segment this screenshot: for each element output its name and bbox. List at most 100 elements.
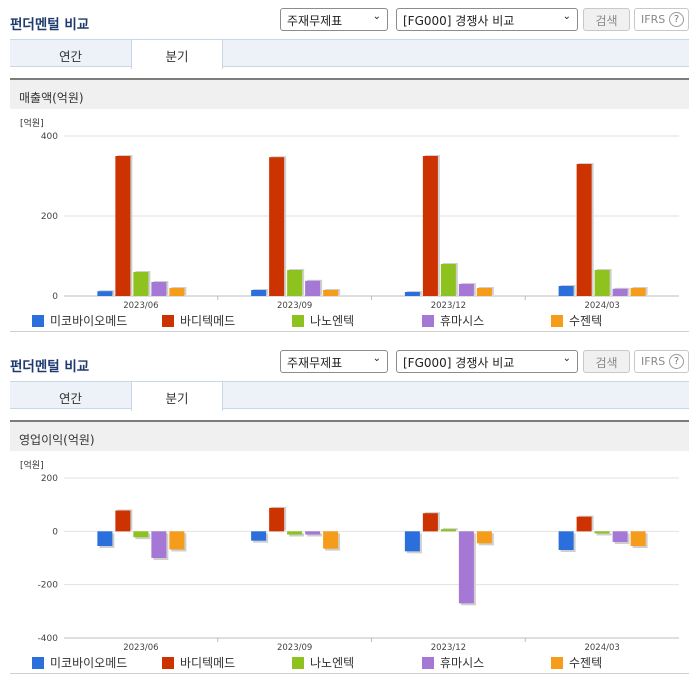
y-tick-label: 400: [41, 132, 58, 142]
legend-swatch: [551, 315, 563, 327]
bar[interactable]: [269, 157, 285, 296]
chevron-down-icon: ⌄: [562, 11, 571, 22]
ifrs-button[interactable]: IFRS?: [634, 350, 689, 373]
legend-item[interactable]: 수젠텍: [551, 312, 602, 329]
legend-label: 바디텍메드: [180, 314, 236, 328]
panel-title: 펀더멘털 비교: [10, 17, 90, 33]
legend-item[interactable]: 미코바이오메드: [32, 654, 127, 671]
legend-swatch: [162, 657, 174, 669]
legend-item[interactable]: 휴마시스: [422, 312, 484, 329]
bar[interactable]: [169, 288, 185, 296]
bar[interactable]: [305, 280, 321, 296]
y-unit-label: [억원]: [20, 117, 44, 129]
bar[interactable]: [323, 531, 339, 549]
bar[interactable]: [151, 282, 167, 296]
tab-quarterly[interactable]: 분기: [131, 382, 223, 411]
chevron-down-icon: ⌄: [562, 353, 571, 364]
x-tick-label: 2023/09: [277, 301, 312, 311]
y-tick-label: 0: [52, 527, 58, 537]
chart-title: 영업이익(억원): [10, 420, 689, 451]
statement-type-select[interactable]: 주재무제표 ⌄: [280, 8, 388, 31]
bar[interactable]: [630, 288, 646, 296]
legend-item[interactable]: 나노엔텍: [292, 312, 354, 329]
y-unit-label: [억원]: [20, 459, 44, 471]
tab-quarterly[interactable]: 분기: [131, 40, 223, 69]
bar[interactable]: [576, 516, 592, 532]
bar[interactable]: [323, 290, 339, 296]
bar[interactable]: [458, 531, 474, 604]
legend-item[interactable]: 바디텍메드: [162, 312, 235, 329]
comparison-select[interactable]: [FG000] 경쟁사 비교 ⌄: [396, 350, 578, 373]
bar[interactable]: [97, 291, 113, 296]
bar[interactable]: [458, 284, 474, 296]
bar[interactable]: [97, 531, 113, 546]
bar[interactable]: [287, 531, 303, 535]
bar[interactable]: [133, 272, 149, 296]
ifrs-label: IFRS: [641, 13, 666, 26]
bar[interactable]: [115, 510, 131, 532]
bar-shadow: [289, 533, 305, 537]
y-tick-label: -400: [38, 634, 59, 644]
legend-swatch: [292, 657, 304, 669]
bar[interactable]: [169, 531, 185, 550]
legend-swatch: [32, 657, 44, 669]
x-tick-label: 2024/03: [584, 301, 619, 311]
legend-item[interactable]: 미코바이오메드: [32, 312, 127, 329]
bar[interactable]: [151, 531, 167, 558]
x-tick-label: 2024/03: [584, 643, 619, 653]
tab-annual[interactable]: 연간: [58, 49, 82, 64]
search-button[interactable]: 검색: [583, 350, 630, 373]
bar[interactable]: [440, 529, 456, 532]
legend-label: 휴마시스: [440, 314, 485, 328]
bar[interactable]: [269, 507, 285, 532]
search-button[interactable]: 검색: [583, 8, 630, 31]
chart-title: 매출액(억원): [10, 78, 689, 109]
statement-type-value: 주재무제표: [287, 14, 343, 28]
legend-label: 수젠텍: [569, 314, 603, 328]
bar[interactable]: [115, 156, 131, 296]
bar-chart: [억원] 0 200 400 2023/06 2023/09 2023/12 2024/03: [20, 117, 679, 311]
legend-swatch: [422, 657, 434, 669]
bar[interactable]: [422, 513, 438, 532]
legend-swatch: [32, 315, 44, 327]
bar[interactable]: [558, 531, 574, 550]
bar[interactable]: [612, 288, 628, 296]
bar[interactable]: [251, 531, 267, 541]
bar[interactable]: [422, 156, 438, 296]
ifrs-button[interactable]: IFRS?: [634, 8, 689, 31]
fundamental-panel-revenue: 펀더멘털 비교 주재무제표 ⌄ [FG000] 경쟁사 비교 ⌄ 검색 IFRS? 연간 분기 매…: [10, 8, 689, 332]
bar[interactable]: [404, 531, 420, 552]
legend-item[interactable]: 휴마시스: [422, 654, 484, 671]
legend-label: 바디텍메드: [180, 656, 236, 670]
bar-chart: [억원] -400 -200 0 200 2023/06 2023/09 2023/12 202…: [20, 459, 679, 653]
legend-label: 미코바이오메드: [50, 656, 128, 670]
bar[interactable]: [594, 531, 610, 534]
bar[interactable]: [612, 531, 628, 542]
legend-item[interactable]: 바디텍메드: [162, 654, 235, 671]
y-tick-label: 200: [41, 212, 58, 222]
bar[interactable]: [576, 164, 592, 296]
legend-item[interactable]: 수젠텍: [551, 654, 602, 671]
bar[interactable]: [476, 288, 492, 296]
legend-swatch: [292, 315, 304, 327]
bar[interactable]: [404, 292, 420, 296]
fundamental-panel-operating-income: 펀더멘털 비교 주재무제표 ⌄ [FG000] 경쟁사 비교 ⌄ 검색 IFRS? 연간 분기 영…: [0, 342, 696, 684]
x-tick-label: 2023/12: [431, 643, 466, 653]
bar[interactable]: [287, 270, 303, 296]
bar[interactable]: [440, 264, 456, 296]
bar[interactable]: [251, 290, 267, 296]
period-tabs: 연간 분기: [10, 39, 689, 69]
legend-label: 나노엔텍: [310, 656, 355, 670]
bar[interactable]: [133, 531, 149, 538]
bar[interactable]: [630, 531, 646, 546]
bar[interactable]: [558, 286, 574, 296]
legend-item[interactable]: 나노엔텍: [292, 654, 354, 671]
bar[interactable]: [305, 531, 321, 535]
legend-label: 나노엔텍: [310, 314, 355, 328]
statement-type-select[interactable]: 주재무제표 ⌄: [280, 350, 388, 373]
x-tick-label: 2023/06: [123, 643, 158, 653]
tab-annual[interactable]: 연간: [58, 391, 82, 406]
bar[interactable]: [594, 270, 610, 296]
comparison-select[interactable]: [FG000] 경쟁사 비교 ⌄: [396, 8, 578, 31]
bar[interactable]: [476, 531, 492, 544]
